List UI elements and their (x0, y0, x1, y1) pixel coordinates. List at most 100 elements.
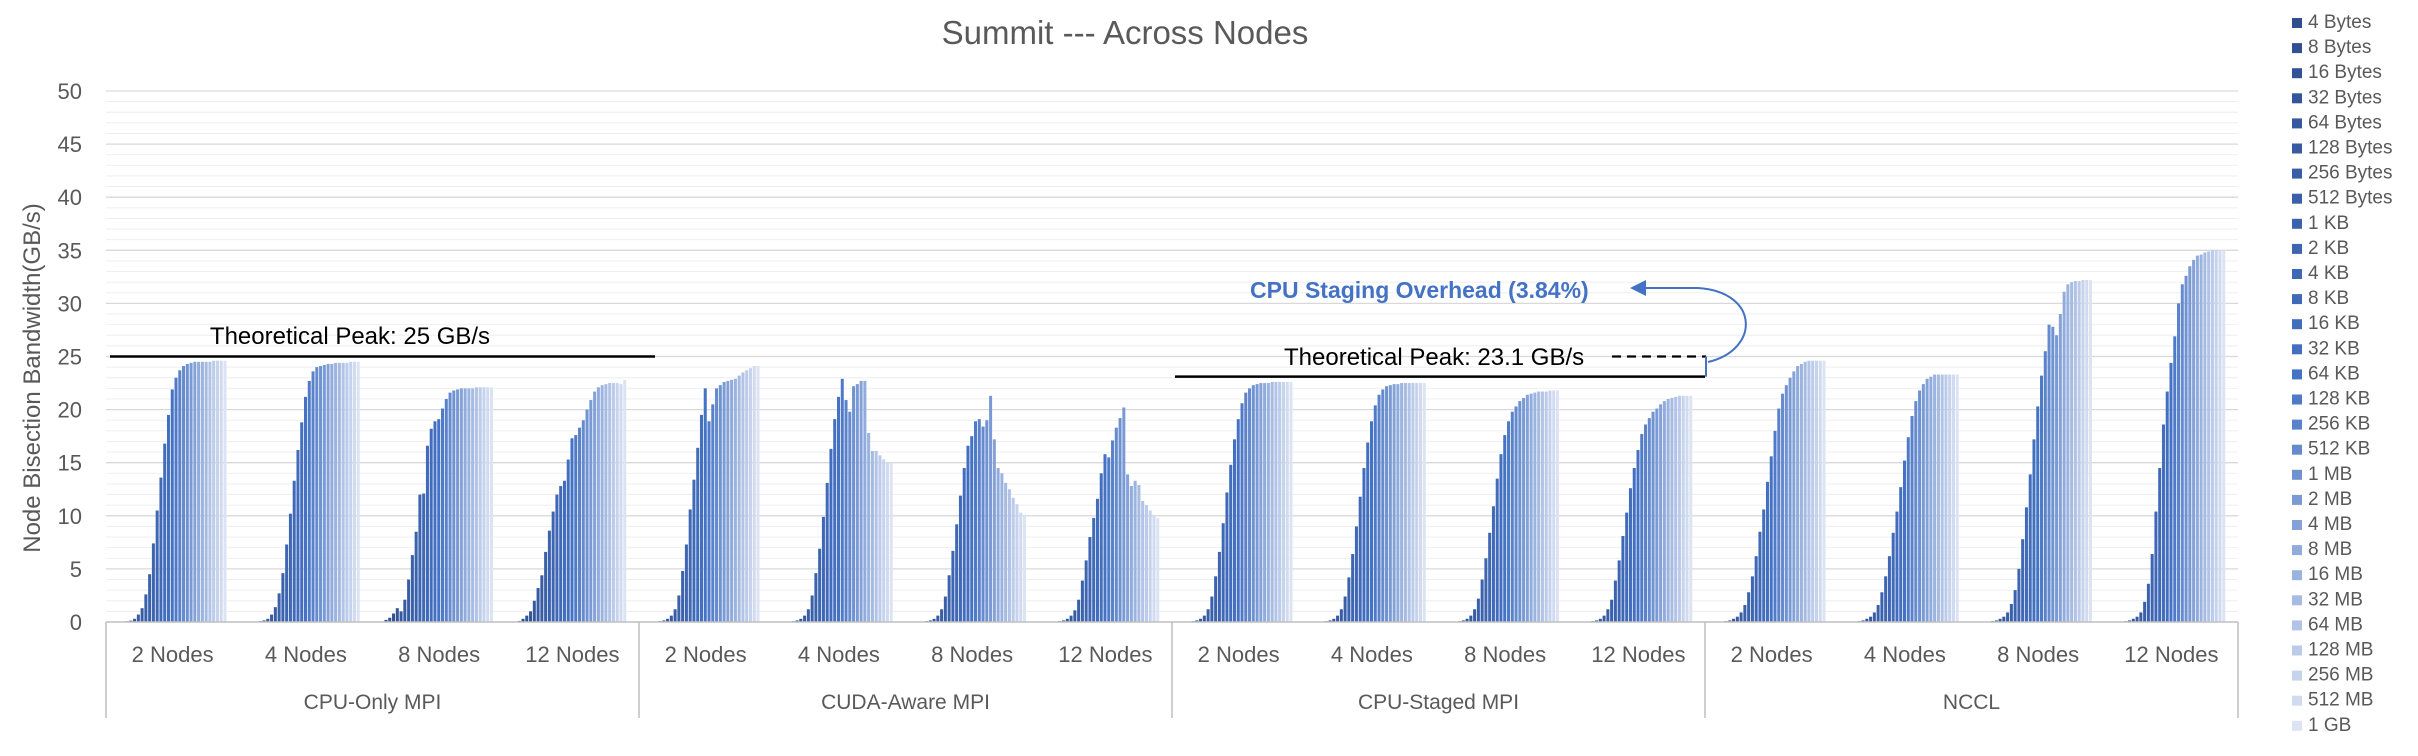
bar (422, 493, 426, 622)
bar (1381, 389, 1385, 622)
legend-label: 16 Bytes (2308, 62, 2382, 83)
bar (1510, 411, 1514, 622)
legend-swatch (2292, 344, 2302, 355)
bar (1769, 456, 1773, 622)
bar (1955, 374, 1959, 622)
legend-swatch (2292, 294, 2302, 305)
bar (1891, 532, 1895, 622)
bar (2043, 351, 2047, 622)
bar (1274, 381, 1278, 622)
bar (1735, 616, 1739, 622)
bar (559, 486, 563, 622)
bar (1525, 394, 1529, 622)
category-label: 12 Nodes (1058, 642, 1152, 667)
legend-swatch (2292, 18, 2302, 28)
overhead-arrow (1632, 287, 1747, 363)
bar (1392, 384, 1396, 622)
bar (1865, 618, 1869, 622)
bar (1951, 374, 1955, 622)
bar (266, 618, 270, 622)
legend: 4 Bytes 8 Bytes 16 Bytes 32 Bytes 64 Bytes 12… (2292, 12, 2393, 736)
bar (825, 482, 829, 622)
bar (1336, 615, 1340, 622)
bar (166, 414, 170, 622)
bar (2055, 335, 2059, 622)
bar (703, 388, 707, 622)
bar (730, 379, 734, 622)
bar (182, 366, 186, 622)
bar (829, 448, 833, 622)
bar (1473, 609, 1477, 622)
bar (529, 611, 533, 622)
bar (395, 608, 399, 622)
bar (1480, 579, 1484, 622)
y-tick-label: 20 (58, 398, 82, 423)
bar (463, 388, 467, 622)
bar (2192, 259, 2196, 622)
bar (452, 390, 456, 622)
bar (337, 362, 341, 622)
bar (1156, 517, 1160, 622)
legend-label: 256 KB (2308, 414, 2370, 435)
category-label: 4 Nodes (1331, 642, 1413, 667)
bar (1400, 383, 1404, 622)
bar (208, 361, 212, 622)
bar (932, 618, 936, 622)
bar (1415, 383, 1419, 622)
bar (1621, 535, 1625, 622)
legend-swatch (2292, 193, 2302, 204)
bar (1994, 620, 1998, 622)
bar (1095, 498, 1099, 622)
bar (870, 451, 874, 622)
legend-label: 128 Bytes (2308, 138, 2393, 159)
bar (1685, 395, 1689, 622)
bar (1373, 405, 1377, 622)
legend-swatch (2292, 494, 2302, 505)
bar (204, 361, 208, 622)
bar (1537, 391, 1541, 622)
legend-swatch (2292, 143, 2302, 154)
bar (1388, 385, 1392, 622)
bar (1278, 381, 1282, 622)
bar (273, 607, 277, 622)
bar (1595, 620, 1599, 622)
legend-swatch (2292, 269, 2302, 279)
bar (486, 387, 490, 622)
bar (977, 419, 981, 622)
bar (1418, 383, 1422, 622)
bar (1662, 401, 1666, 622)
legend-label: 32 MB (2308, 589, 2363, 610)
bar (1784, 385, 1788, 622)
bar (1362, 468, 1366, 622)
bar (1659, 404, 1663, 622)
bar (1522, 397, 1526, 622)
bar (200, 361, 204, 622)
bar (852, 386, 856, 622)
category-label: 12 Nodes (525, 642, 619, 667)
axis-layer: 0 5 10 15 20 25 30 35 40 45 50 2 Nodes 4 Nodes 8 Node… (58, 79, 2239, 718)
bar (296, 449, 300, 622)
legend-swatch (2292, 570, 2302, 581)
bar (1469, 615, 1473, 622)
bar (574, 435, 578, 622)
bar (1651, 411, 1655, 622)
bar (619, 384, 623, 622)
bar (1910, 415, 1914, 622)
bar (1895, 511, 1899, 622)
bar (2040, 375, 2044, 622)
bar (673, 609, 677, 622)
bar (836, 396, 840, 622)
bar (2184, 275, 2188, 622)
bar (814, 573, 818, 622)
bar (1092, 517, 1096, 622)
bar (1403, 383, 1407, 622)
bar (1062, 620, 1066, 622)
bar (2135, 616, 2139, 622)
bar (818, 548, 822, 622)
bar (467, 388, 471, 622)
bar (844, 400, 848, 622)
bar (140, 608, 144, 622)
bar (1491, 506, 1495, 622)
bar (384, 619, 388, 622)
